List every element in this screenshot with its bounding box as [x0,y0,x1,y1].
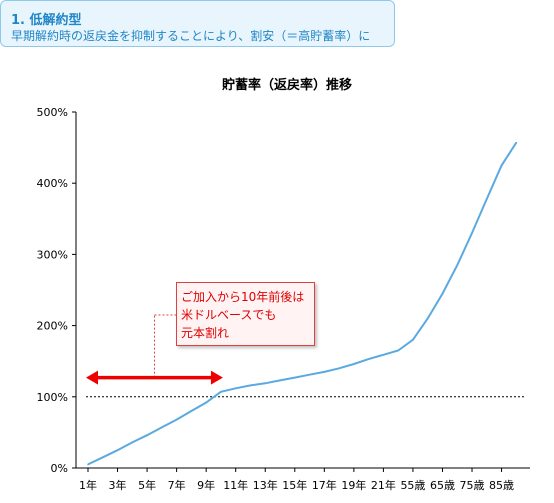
data-point [264,382,267,385]
x-tick-label: 65歳 [430,479,455,492]
loss-period-arrow [86,370,223,385]
x-tick-label: 17年 [312,478,337,492]
data-point [190,410,193,412]
arrow-head-right [210,370,223,385]
data-point [161,426,163,429]
x-tick-label: 9年 [197,478,215,492]
y-tick-label: 0% [51,462,68,475]
data-point [367,358,370,360]
x-tick-label: 3年 [109,478,127,492]
data-point [485,198,488,200]
data-point [426,317,429,320]
section-title: 1. 低解約型 [11,13,82,28]
data-point [146,434,148,437]
y-tick-label: 500% [37,106,68,119]
data-point [293,376,296,379]
data-point [397,349,399,352]
data-point [338,367,340,370]
arrow-head-left [86,370,98,385]
section-header: 1. 低解約型 早期解約時の返戻金を抑制することにより、割安（＝高貯蓄率）に [0,0,395,47]
data-point [175,418,178,421]
data-point [249,384,252,387]
data-point [101,456,104,459]
callout-line-3: 元本割れ [181,326,230,340]
callout-line-1: ご加入から10年前後は [181,290,305,304]
data-point [456,264,459,266]
data-point [220,391,222,393]
data-point [308,373,311,376]
data-point [441,292,444,295]
data-point [131,441,134,444]
data-point [353,363,355,365]
y-tick-label: 100% [37,391,68,404]
data-point [87,463,89,466]
x-tick-label: 55歳 [400,479,425,492]
x-tick-label: 11年 [223,478,248,492]
callout-box: ご加入から10年前後は 米ドルベースでも 元本割れ [176,282,315,346]
x-tick-label: 7年 [168,478,186,492]
data-point [515,141,518,144]
y-tick-label: 200% [37,320,68,333]
data-point [412,339,414,341]
x-tick-label: 21年 [371,478,396,492]
data-point [500,164,503,167]
data-point [205,401,207,404]
data-point [382,353,385,356]
x-tick-label: 1年 [79,478,97,492]
y-tick-label: 400% [37,177,68,190]
data-point [323,371,326,373]
data-point [279,379,281,382]
data-point [234,387,237,390]
callout-line-2: 米ドルベースでも [181,308,277,322]
data-point [471,232,473,234]
x-tick-label: 19年 [341,478,366,492]
x-tick-label: 13年 [253,478,278,492]
x-tick-label: 85歳 [489,479,514,492]
section-subtitle: 早期解約時の返戻金を抑制することにより、割安（＝高貯蓄率）に [11,29,371,43]
chart-title: 貯蓄率（返戻率）推移 [222,77,352,93]
x-tick-label: 75歳 [460,479,485,492]
series-line [87,142,518,466]
y-tick-label: 300% [37,248,68,261]
data-point [116,449,119,452]
x-tick-label: 15年 [282,478,307,492]
x-tick-label: 5年 [138,478,156,492]
